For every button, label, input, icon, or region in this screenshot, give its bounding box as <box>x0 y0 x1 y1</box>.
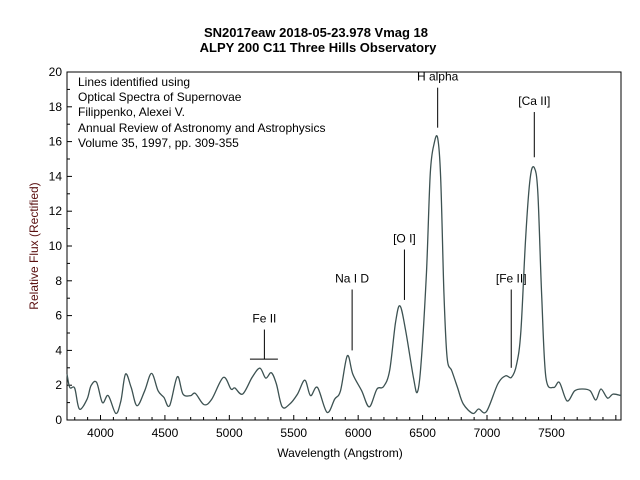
y-tick-label: 12 <box>49 204 63 218</box>
y-tick-label: 6 <box>55 309 62 323</box>
note-line: Filippenko, Alexei V. <box>78 105 185 119</box>
line-id-label: [Ca II] <box>518 94 550 108</box>
x-axis-label: Wavelength (Angstrom) <box>277 446 403 460</box>
y-axis: 0 2 4 6 8 10 12 14 16 18 20 <box>49 65 72 427</box>
note-line: Lines identified using <box>78 75 190 89</box>
x-tick-label: 7000 <box>474 426 501 440</box>
x-tick-label: 6500 <box>409 426 436 440</box>
y-tick-label: 20 <box>49 65 63 79</box>
x-tick-label: 7500 <box>538 426 565 440</box>
y-tick-label: 4 <box>55 343 62 357</box>
y-axis-label: Relative Flux (Rectified) <box>27 182 41 309</box>
y-tick-label: 14 <box>49 169 63 183</box>
y-tick-label: 8 <box>55 274 62 288</box>
note-line: Volume 35, 1997, pp. 309-355 <box>78 136 239 150</box>
x-axis: 4000 4500 5000 5500 6000 6500 7000 7500 <box>74 415 617 440</box>
line-id-label: [O I] <box>393 231 416 245</box>
note-line: Annual Review of Astronomy and Astrophys… <box>78 121 325 135</box>
line-id-label: [Fe II] <box>496 272 527 286</box>
x-tick-label: 6000 <box>345 426 372 440</box>
note-line: Optical Spectra of Supernovae <box>78 90 242 104</box>
y-tick-label: 0 <box>55 413 62 427</box>
y-tick-label: 18 <box>49 100 63 114</box>
line-identifications: Fe II Na I D [O I] H alpha [Fe II] [Ca II] <box>249 70 550 368</box>
x-tick-label: 4500 <box>152 426 179 440</box>
y-tick-label: 10 <box>49 239 63 253</box>
y-tick-label: 16 <box>49 135 63 149</box>
y-tick-label: 2 <box>55 378 62 392</box>
x-tick-label: 5000 <box>216 426 243 440</box>
x-tick-label: 5500 <box>280 426 307 440</box>
spectrum-line <box>66 135 622 415</box>
chart-subtitle: ALPY 200 C11 Three Hills Observatory <box>200 40 438 55</box>
line-id-label: Na I D <box>335 272 369 286</box>
x-tick-label: 4000 <box>87 426 114 440</box>
chart-title: SN2017eaw 2018-05-23.978 Vmag 18 <box>204 25 428 40</box>
reference-notes: Lines identified using Optical Spectra o… <box>78 75 325 150</box>
line-id-label: Fe II <box>252 312 276 326</box>
line-id-label: H alpha <box>417 70 459 84</box>
